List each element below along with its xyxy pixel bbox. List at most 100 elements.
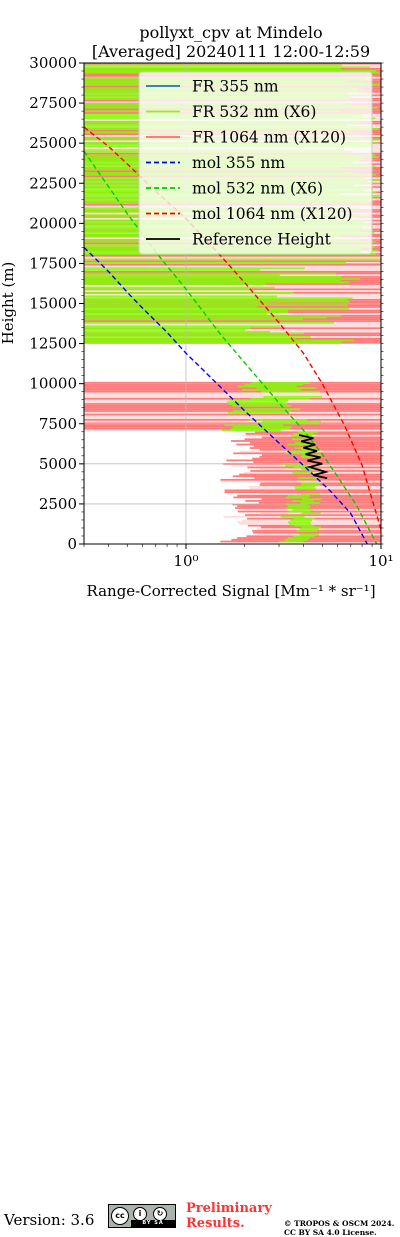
fr-532-band [288,510,311,513]
fr-532-band [294,485,316,488]
fr-532-band [262,420,321,423]
fr-1064-band [84,392,381,395]
fr-532-band [287,505,311,508]
fr-1064-band [250,470,381,472]
series-line-3 [84,246,368,544]
fr-532-band [84,321,335,324]
fr-532-band [292,438,314,441]
y-tick-label: 15000 [29,295,77,313]
fr-1064-band [84,293,381,296]
fr-532-band [84,295,277,298]
fr-1064-band [84,63,381,65]
copyright-notice: © TROPOS & OSCM 2024. CC BY SA 4.0 Licen… [284,1219,394,1237]
x-tick-label: 10⁰ [173,552,198,570]
fr-1064-band [84,418,381,421]
fr-532-band [224,424,284,426]
fr-532-band [285,503,309,506]
fr-532-band [296,530,317,532]
fr-532-band [84,272,337,275]
fr-532-band [84,332,304,335]
preliminary-notice: Preliminary Results. [186,1201,272,1231]
fr-532-band [260,390,320,393]
fr-532-band [284,538,308,541]
fr-1064-band [84,396,381,398]
fr-532-band [301,526,321,529]
y-tick-label: 0 [67,535,77,553]
legend-label-0: FR 355 nm [192,78,279,96]
fr-532-band [84,288,252,291]
fr-1064-band [84,254,381,257]
fr-532-band [287,494,311,497]
fr-532-band [251,381,311,384]
fr-1064-band [84,417,381,419]
fr-532-band [290,519,313,522]
preliminary-line-1: Preliminary [186,1201,272,1216]
fr-532-band [260,422,320,425]
fr-532-band [84,269,261,271]
fr-532-band [84,318,304,321]
fr-1064-band [84,390,381,393]
fr-1064-band [84,290,381,292]
fr-532-band [233,410,292,412]
fr-532-band [292,508,314,511]
fr-532-band [286,507,310,509]
fr-532-band [244,383,304,386]
fr-1064-band [84,260,381,262]
fr-532-band [292,433,314,435]
fr-532-band [287,443,310,446]
fr-532-band [84,261,346,264]
fr-532-band [237,385,297,388]
fr-1064-band [84,381,381,384]
fr-1064-band [253,531,381,534]
x-axis-label: Range-Corrected Signal [Mm⁻¹ * sr⁻¹] [86,582,375,600]
fr-532-band [84,281,349,284]
fr-1064-band [232,475,381,478]
fr-532-band [231,427,290,430]
fr-1064-band [84,265,381,268]
fr-532-band [279,540,304,543]
fr-532-band [228,403,288,405]
fr-532-band [250,397,310,400]
legend-label-1: FR 532 nm (X6) [192,103,316,121]
fr-532-band [291,471,314,474]
fr-532-band [297,477,318,479]
fr-532-band [302,498,322,501]
fr-1064-band [84,420,381,423]
fr-532-band [84,314,341,317]
fr-532-band [300,484,321,486]
cc-license-badge: cc i ↻ BY SA [108,1204,176,1228]
y-tick-label: 7500 [39,415,77,433]
fr-532-band [84,279,341,282]
x-tick-label: 10¹ [368,552,393,570]
fr-532-band [232,404,292,407]
copyright-line-2: CC BY SA 4.0 License. [284,1228,377,1237]
fr-532-band [300,501,320,504]
fr-532-band [301,512,321,515]
sa-icon: ↻ [153,1207,167,1221]
chart-title-line-2: [Averaged] 20240111 12:00-12:59 [92,42,370,61]
fr-1064-band [84,394,381,397]
y-tick-label: 17500 [29,254,77,272]
y-tick-label: 30000 [29,54,77,72]
copyright-line-1: © TROPOS & OSCM 2024. [284,1219,395,1228]
x-axis: 10⁰ 10¹ [83,544,394,570]
fr-532-band [300,455,321,458]
fr-1064-band [224,491,381,494]
cc-icon: cc [111,1207,129,1225]
fr-532-band [299,533,320,536]
fr-532-band [84,337,296,340]
y-tick-label: 5000 [39,455,77,473]
fr-532-band [84,306,258,308]
y-tick-label: 20000 [29,214,77,232]
fr-1064-band [239,473,381,476]
fr-532-band [84,286,275,289]
fr-532-band [298,431,319,434]
fr-532-band [293,517,315,520]
fr-532-band [287,537,311,539]
version-label: Version: 3.6 [4,1211,95,1229]
fr-532-band [84,274,280,277]
fr-532-band [84,299,348,301]
fr-532-band [285,496,309,499]
fr-1064-band [261,436,381,439]
fr-532-band [84,304,348,307]
